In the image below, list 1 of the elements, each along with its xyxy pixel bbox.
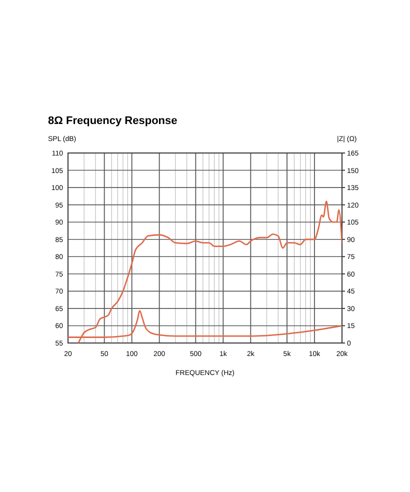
chart-title: 8Ω Frequency Response — [48, 115, 178, 127]
